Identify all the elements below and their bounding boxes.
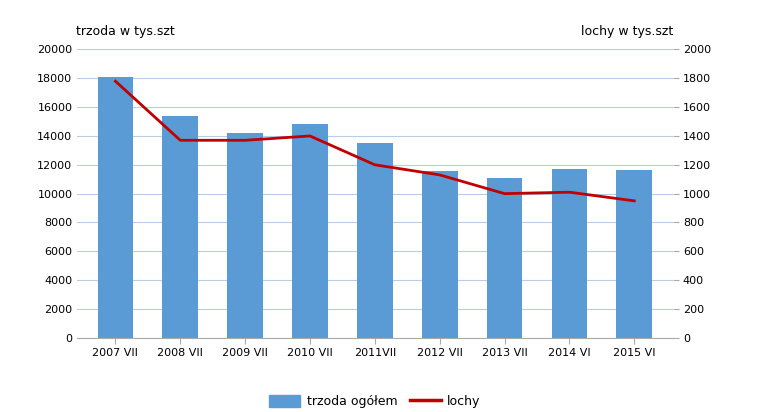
Bar	[292, 124, 328, 338]
Text: trzoda w tys.szt: trzoda w tys.szt	[76, 25, 175, 38]
Bar	[617, 170, 652, 338]
Bar	[487, 178, 522, 338]
Bar	[98, 77, 133, 338]
Bar	[422, 171, 457, 338]
Legend: trzoda ogółem, lochy: trzoda ogółem, lochy	[264, 390, 486, 412]
Text: lochy w tys.szt: lochy w tys.szt	[581, 25, 673, 38]
Bar	[357, 143, 392, 338]
Bar	[552, 169, 588, 338]
Bar	[162, 116, 198, 338]
Bar	[227, 133, 263, 338]
